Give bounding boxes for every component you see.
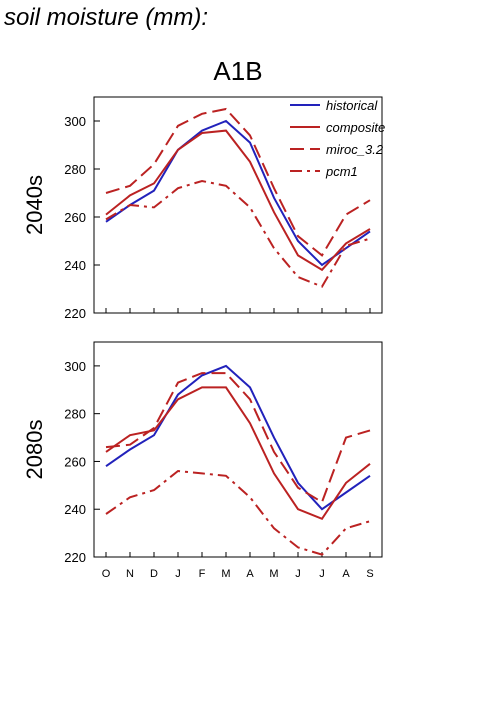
series-line-composite [105,386,371,521]
y-tick-label: 240 [64,502,86,517]
x-tick-label: A [246,568,254,580]
series-line-pcm1 [105,469,371,556]
legend-label-miroc_3.2: miroc_3.2 [326,142,384,157]
series-line-historical [105,364,371,511]
chart-panels: 220 240 260 280 300 2040s 220 240 260 280 300 O N D J F… [22,96,385,580]
x-tick-label: A [342,568,350,580]
y-tick-label: 260 [64,454,86,469]
y-tick-label: 300 [64,359,86,374]
chart-heading: soil moisture (mm): [4,4,209,31]
x-tick-label: M [269,568,278,580]
y-axis-label: 2040s [22,175,47,235]
x-tick-label: N [126,568,134,580]
y-axis-label: 2080s [22,420,47,480]
series-line-pcm1 [105,179,371,288]
plot-frame [93,341,383,558]
legend: historical composite miroc_3.2 pcm1 [290,98,385,179]
x-tick-label: J [175,568,181,580]
y-tick-label: 220 [64,550,86,565]
y-tick-label: 300 [64,114,86,129]
y-tick-label: 240 [64,258,86,273]
panel-2080s: 220 240 260 280 300 O N D J F M A M J J A S 2080s [22,341,383,580]
x-tick-label: J [295,568,301,580]
y-tick-label: 260 [64,210,86,225]
panel-2040s: 220 240 260 280 300 2040s [22,96,383,321]
chart-title: A1B [213,56,262,86]
plot-frame [93,96,383,314]
series-line-miroc_3.2 [105,372,371,504]
y-tick-label: 280 [64,162,86,177]
x-tick-label: F [199,568,206,580]
series-line-composite [105,129,371,272]
y-tick-label: 220 [64,306,86,321]
x-tick-label: J [319,568,325,580]
x-tick-label: S [366,568,373,580]
legend-label-composite: composite [326,120,385,135]
series-line-historical [105,119,371,267]
legend-label-historical: historical [326,98,378,113]
x-tick-label: M [221,568,230,580]
legend-label-pcm1: pcm1 [325,164,358,179]
y-tick-label: 280 [64,407,86,422]
series-line-miroc_3.2 [105,107,371,257]
x-tick-label: D [150,568,158,580]
x-tick-label: O [102,568,111,580]
